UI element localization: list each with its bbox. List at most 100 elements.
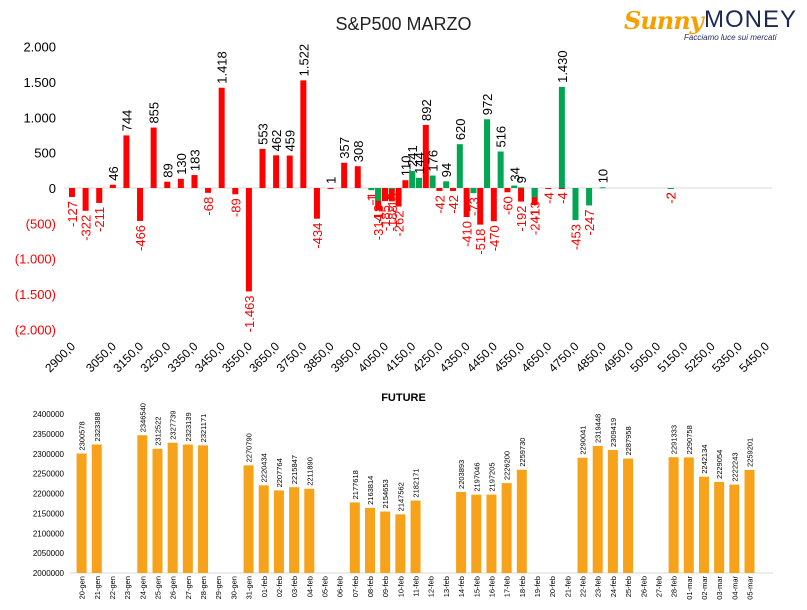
put-bar (341, 162, 348, 188)
put-bar (232, 188, 239, 195)
future-bar (395, 514, 406, 573)
future-x-tick-label: 02-mar (700, 576, 709, 600)
put-bar (69, 188, 75, 197)
data-label: -4 (541, 192, 556, 204)
future-bar (258, 485, 269, 573)
data-label: 972 (480, 94, 495, 116)
future-data-label: 2154653 (381, 479, 390, 508)
future-bar (198, 445, 209, 573)
future-x-tick-label: 20-gen (78, 576, 87, 599)
data-label: 130 (174, 153, 189, 175)
future-data-label: 2287958 (624, 426, 633, 455)
future-data-label: 2229054 (715, 450, 724, 479)
future-bar (486, 494, 497, 573)
data-label: -4 (555, 192, 570, 204)
future-data-label: 2290758 (685, 425, 694, 454)
put-bar (218, 87, 225, 188)
future-x-tick-label: 29-gen (214, 576, 223, 599)
put-bar (259, 148, 266, 188)
data-label: 241 (405, 145, 420, 167)
data-label: 462 (269, 130, 284, 152)
future-x-tick-label: 08-feb (366, 576, 375, 597)
data-label: -2 (664, 192, 679, 204)
put-bar (450, 188, 457, 191)
put-bar (354, 166, 361, 188)
future-data-label: 2323139 (184, 412, 193, 441)
put-bar (422, 124, 429, 188)
future-data-label: 2323388 (93, 412, 102, 441)
data-label: -185 (378, 205, 393, 231)
data-label: -127 (65, 201, 80, 227)
future-bar (729, 484, 740, 573)
future-bar (182, 444, 193, 573)
future-x-tick-label: 31-gen (245, 576, 254, 599)
put-bar (191, 175, 198, 188)
future-x-tick-label: 06-feb (336, 576, 345, 597)
future-bar (501, 483, 512, 573)
future-y-tick-label: 2050000 (33, 549, 65, 558)
chart-title: S&P500 MARZO (335, 14, 472, 34)
y-tick-label: (1.000) (15, 252, 56, 267)
future-data-label: 2197205 (487, 462, 496, 491)
call-bar (470, 188, 477, 194)
future-y-tick-label: 2000000 (33, 569, 65, 578)
future-x-tick-label: 19-feb (533, 576, 542, 597)
future-bar (683, 457, 694, 573)
put-bar (205, 188, 212, 193)
future-x-tick-label: 24-gen (138, 576, 147, 599)
call-bar (667, 188, 674, 189)
future-data-label: 2290041 (579, 426, 588, 455)
future-x-tick-label: 04-feb (305, 576, 314, 597)
future-x-tick-label: 10-feb (396, 576, 405, 597)
data-label: 459 (283, 130, 298, 152)
future-bar (289, 487, 300, 573)
future-bar (714, 481, 725, 573)
future-x-tick-label: 28-feb (670, 576, 679, 597)
future-data-label: 2309419 (609, 418, 618, 447)
future-data-label: 2242134 (700, 445, 709, 474)
future-x-tick-label: 25-gen (153, 576, 162, 599)
call-bar (558, 86, 565, 188)
data-label: 46 (106, 166, 121, 180)
future-data-label: 2327739 (169, 411, 178, 440)
future-data-label: 2215847 (290, 455, 299, 484)
data-label: -434 (310, 223, 325, 249)
data-label: -15 (385, 193, 400, 212)
data-label: -42 (446, 195, 461, 214)
future-x-tick-label: 01-feb (260, 576, 269, 597)
data-label: 855 (147, 102, 162, 124)
future-bar (410, 500, 421, 573)
future-x-tick-label: 22-gen (108, 576, 117, 599)
y-tick-label: 1.500 (23, 75, 56, 90)
future-x-tick-label: 30-gen (229, 576, 238, 599)
future-x-tick-label: 24-feb (609, 576, 618, 597)
future-x-tick-label: 01-mar (685, 576, 694, 600)
future-x-tick-label: 18-feb (518, 576, 527, 597)
data-label: 1.418 (215, 51, 230, 84)
future-x-tick-label: 27-feb (654, 576, 663, 597)
put-bar (300, 80, 307, 188)
future-x-tick-label: 21-feb (563, 576, 572, 597)
future-y-tick-label: 2200000 (33, 490, 65, 499)
future-bar (243, 465, 254, 573)
future-data-label: 2207764 (275, 458, 284, 487)
future-x-tick-label: 26-feb (639, 576, 648, 597)
future-y-tick-label: 2400000 (33, 410, 65, 419)
future-bar (623, 458, 634, 573)
data-label: -1 (364, 194, 379, 206)
data-label: -188 (385, 205, 400, 231)
call-bar (368, 188, 375, 191)
data-label: 744 (119, 110, 134, 132)
future-y-tick-label: 2100000 (33, 529, 65, 538)
future-x-tick-label: 04-mar (730, 576, 739, 600)
future-data-label: 2163814 (366, 476, 375, 505)
future-data-label: 2259201 (746, 438, 755, 467)
data-label: -466 (133, 225, 148, 251)
sunny-money-logo: Sunny MONEY Facciamo luce sui mercati (620, 4, 806, 44)
data-label: -247 (582, 209, 597, 235)
future-bar (167, 442, 178, 573)
put-bar (327, 187, 334, 189)
put-bar (558, 188, 565, 189)
future-x-tick-label: 14-feb (457, 576, 466, 597)
